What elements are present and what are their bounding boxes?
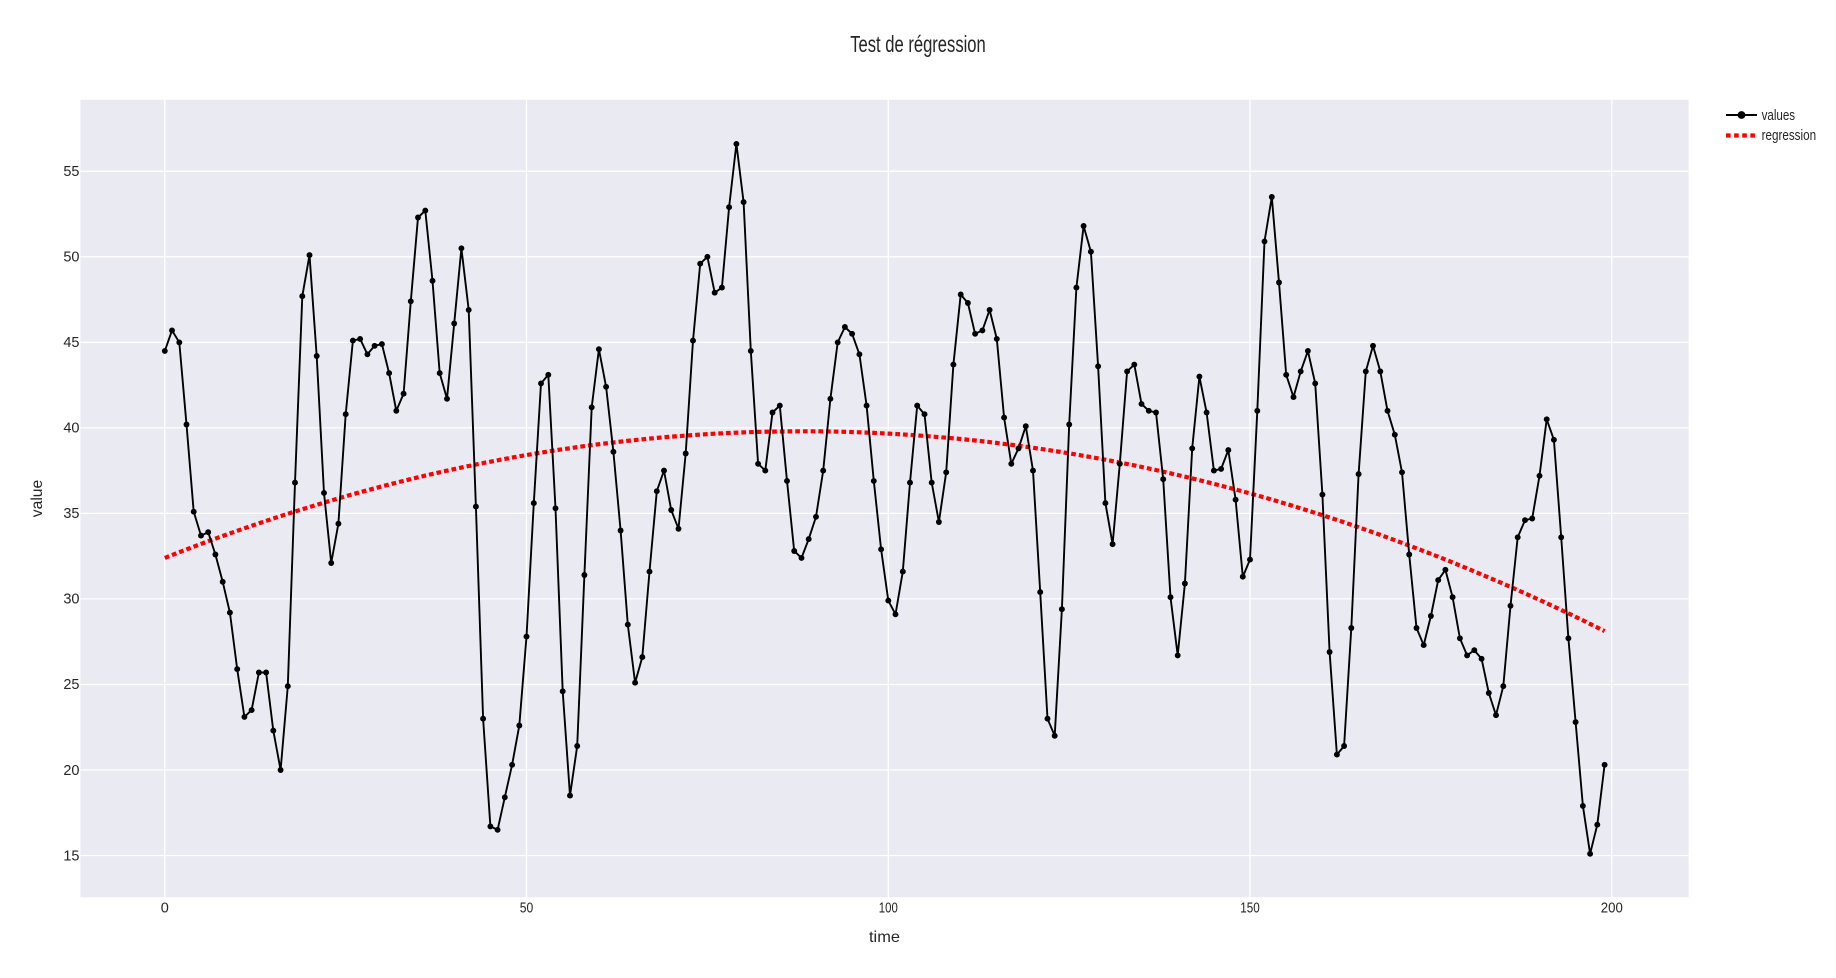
svg-text:100: 100 — [879, 900, 898, 916]
svg-text:15: 15 — [63, 848, 79, 864]
svg-text:0: 0 — [161, 900, 169, 916]
svg-text:value: value — [29, 480, 46, 518]
svg-text:40: 40 — [63, 421, 79, 437]
svg-text:20: 20 — [63, 763, 79, 779]
svg-text:200: 200 — [1601, 900, 1623, 916]
svg-text:regression: regression — [1762, 128, 1817, 144]
svg-text:150: 150 — [1240, 900, 1260, 916]
svg-text:values: values — [1762, 108, 1796, 124]
svg-text:time: time — [869, 929, 900, 946]
svg-text:25: 25 — [63, 677, 79, 693]
svg-text:45: 45 — [63, 335, 79, 351]
svg-text:30: 30 — [63, 592, 79, 608]
svg-text:35: 35 — [63, 506, 79, 522]
svg-text:55: 55 — [63, 164, 79, 180]
svg-text:Test de régression: Test de régression — [850, 31, 986, 57]
svg-text:50: 50 — [63, 250, 79, 266]
svg-text:50: 50 — [520, 900, 534, 916]
